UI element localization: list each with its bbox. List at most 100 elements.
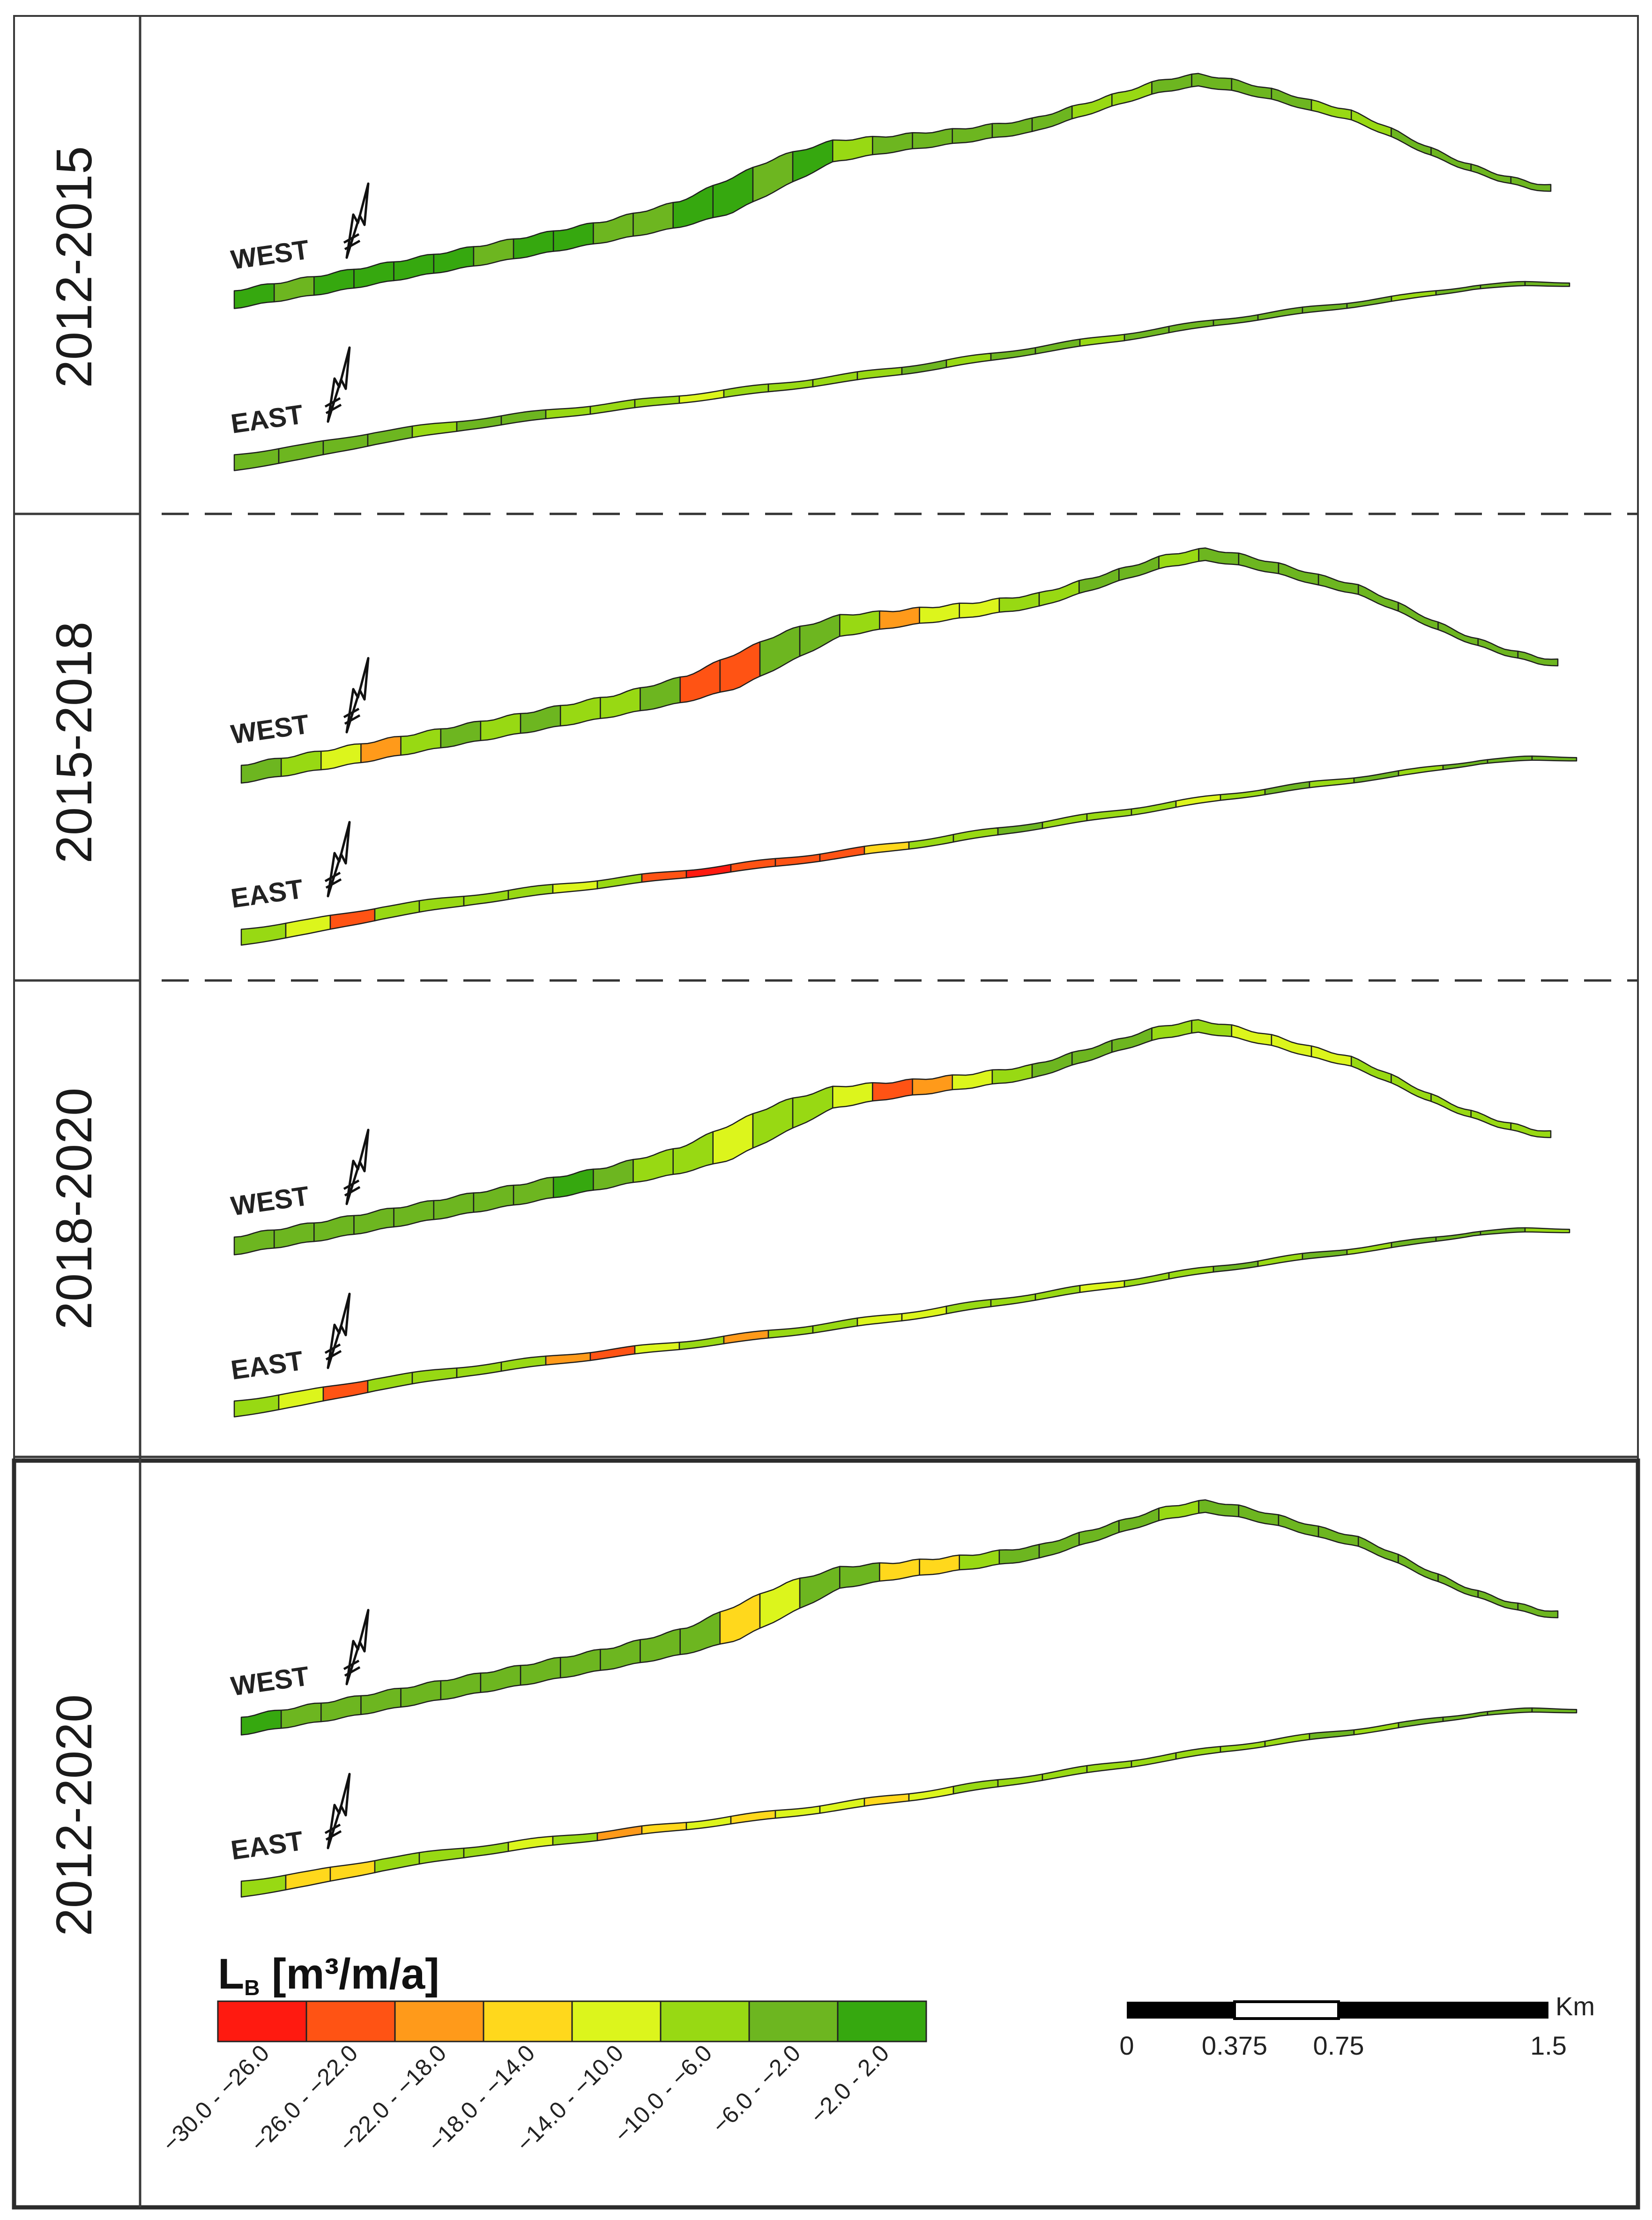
coast-segment (520, 1656, 561, 1686)
coast-segment (799, 1566, 841, 1609)
coast-segment (1435, 284, 1481, 296)
coast-segment (507, 884, 554, 900)
coast-segment (723, 383, 769, 398)
coast-segment (1309, 777, 1355, 788)
coast-segment (440, 720, 482, 749)
legend-class-label: −2.0 - 2.0 (805, 2040, 894, 2129)
coast-segment (233, 448, 280, 471)
coast-segment (463, 890, 509, 906)
coast-segment (552, 1168, 594, 1198)
coast-segment (593, 1158, 634, 1191)
coast-segment (832, 135, 873, 163)
coast-segment (360, 1687, 402, 1715)
period-label-1: 2012-2015 (45, 146, 102, 388)
coast-segment (1191, 73, 1233, 91)
coast-segment (719, 1593, 761, 1645)
coast-segment (285, 1866, 331, 1891)
north-arrow-icon (324, 1773, 351, 1849)
coast-segment (679, 659, 721, 704)
coast-segment (719, 641, 761, 693)
panel-2012-2020: WEST EAST (229, 1499, 1578, 1898)
coast-segment (959, 597, 1000, 619)
coast-segment (1531, 1707, 1578, 1714)
coast-segment (1131, 800, 1177, 816)
coast-segment (374, 900, 420, 921)
coast-segment (520, 705, 561, 734)
coast-segment (393, 253, 435, 282)
coast-segment (1034, 338, 1081, 355)
coast-segment (1042, 813, 1088, 829)
coast-segment (393, 1200, 435, 1228)
coast-segment (280, 750, 322, 777)
coast-segment (1480, 281, 1526, 290)
scale-bar-segment (1339, 2002, 1548, 2019)
coast-segment (959, 1549, 1000, 1571)
coast-segment (792, 139, 833, 183)
east-coast-strip (240, 1707, 1578, 1898)
coast-segment (329, 1860, 376, 1882)
coast-segment (1238, 1504, 1280, 1526)
coast-segment (600, 687, 641, 719)
coast-segment (1531, 755, 1578, 762)
coast-segment (863, 841, 910, 855)
coast-segment (730, 1810, 776, 1825)
north-arrow-icon (343, 1609, 370, 1685)
north-arrow-icon (343, 657, 370, 734)
coast-segment (1031, 1052, 1073, 1078)
coast-segment (1151, 74, 1192, 95)
coast-segment (1317, 1525, 1359, 1547)
west-label: WEST (229, 1181, 311, 1222)
coast-segment (633, 1148, 674, 1183)
coast-segment (1034, 1284, 1081, 1301)
legend-class-label: −6.0 - −2.0 (707, 2040, 806, 2138)
period-label-3: 2018-2020 (45, 1088, 102, 1329)
coast-segment (278, 440, 324, 464)
coast-segment (997, 1773, 1043, 1788)
scale-unit: Km (1555, 1991, 1595, 2021)
coast-segment (1435, 1231, 1481, 1242)
coast-segment (1198, 547, 1240, 565)
coast-segment (280, 1702, 322, 1729)
coast-segment (367, 1372, 413, 1393)
coast-segment (1477, 638, 1519, 659)
coast-segment (1151, 1020, 1192, 1041)
coast-segment (1158, 548, 1199, 570)
coast-segment (1398, 765, 1444, 777)
coast-segment (589, 399, 636, 415)
coast-segment (945, 352, 992, 368)
legend-swatch (837, 2000, 927, 2042)
panel-2018-2020: WEST EAST (229, 1019, 1570, 1418)
coast-segment (990, 1293, 1036, 1307)
coast-segment (1042, 1765, 1088, 1781)
coast-segment (1470, 1109, 1512, 1130)
coast-segment (353, 261, 394, 289)
coast-segment (759, 1577, 801, 1629)
legend-swatch (660, 2000, 750, 2042)
scale-tick-label: 0 (1119, 2031, 1134, 2060)
coast-segment (1220, 788, 1266, 801)
coast-segment (908, 834, 954, 850)
legend-swatch (217, 2000, 307, 2042)
coast-segment (1391, 1073, 1432, 1102)
coast-segment (1257, 1253, 1303, 1267)
coast-segment (819, 846, 865, 862)
coast-segment (1391, 127, 1432, 156)
coast-segment (1264, 781, 1310, 795)
coast-segment (1220, 1740, 1266, 1753)
coast-segment (679, 1611, 721, 1656)
west-coast-strip (233, 1019, 1552, 1255)
period-label-2: 2015-2018 (45, 622, 102, 863)
coast-segment (953, 1779, 999, 1795)
coast-segment (839, 1562, 880, 1589)
legend-swatch (394, 2000, 484, 2042)
coast-segment (456, 1361, 502, 1378)
coast-segment (433, 1192, 475, 1220)
coast-segment (1430, 147, 1472, 172)
coast-segment (1437, 621, 1479, 646)
coast-segment (240, 757, 282, 784)
coast-segment (1168, 1265, 1214, 1280)
coast-segment (411, 421, 458, 438)
coast-segment (473, 1184, 514, 1213)
coast-segment (1231, 78, 1272, 100)
